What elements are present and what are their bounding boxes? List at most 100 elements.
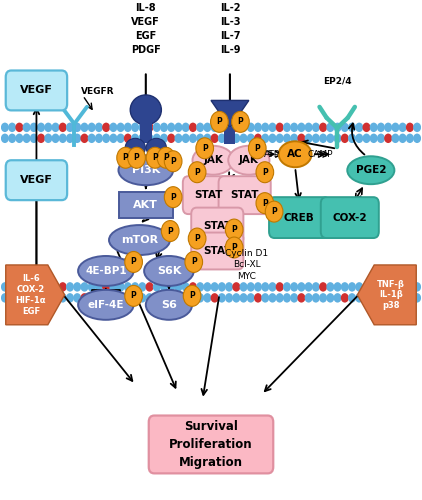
- Circle shape: [240, 134, 248, 143]
- Circle shape: [182, 122, 189, 132]
- Text: P: P: [131, 258, 136, 266]
- Text: P: P: [238, 118, 243, 126]
- Circle shape: [109, 282, 117, 292]
- Text: STAT: STAT: [203, 246, 232, 256]
- Circle shape: [30, 282, 38, 292]
- Circle shape: [37, 282, 45, 292]
- Circle shape: [188, 162, 206, 182]
- Circle shape: [124, 134, 132, 143]
- Circle shape: [51, 134, 60, 143]
- Circle shape: [283, 282, 291, 292]
- Circle shape: [116, 293, 124, 302]
- Circle shape: [125, 286, 143, 306]
- Polygon shape: [357, 265, 416, 325]
- Circle shape: [254, 282, 262, 292]
- Circle shape: [167, 293, 175, 302]
- Circle shape: [283, 122, 291, 132]
- Ellipse shape: [228, 146, 270, 174]
- Circle shape: [153, 293, 161, 302]
- Bar: [119, 192, 173, 218]
- Circle shape: [153, 122, 161, 132]
- Ellipse shape: [279, 142, 311, 167]
- Circle shape: [37, 122, 45, 132]
- Circle shape: [406, 122, 414, 132]
- Circle shape: [174, 122, 182, 132]
- Circle shape: [355, 282, 363, 292]
- Circle shape: [384, 134, 392, 143]
- Circle shape: [124, 293, 132, 302]
- Circle shape: [182, 282, 189, 292]
- Circle shape: [362, 134, 371, 143]
- Circle shape: [66, 134, 74, 143]
- Circle shape: [333, 134, 341, 143]
- Circle shape: [377, 293, 385, 302]
- Circle shape: [211, 293, 219, 302]
- Circle shape: [377, 134, 385, 143]
- Circle shape: [283, 293, 291, 302]
- Text: P: P: [231, 243, 237, 252]
- Circle shape: [66, 122, 74, 132]
- Circle shape: [362, 293, 371, 302]
- Circle shape: [399, 282, 407, 292]
- Circle shape: [225, 219, 243, 240]
- Circle shape: [131, 282, 139, 292]
- Polygon shape: [6, 265, 65, 325]
- Circle shape: [124, 282, 132, 292]
- Circle shape: [109, 293, 117, 302]
- Circle shape: [370, 122, 378, 132]
- Circle shape: [326, 282, 334, 292]
- Text: EP2/4: EP2/4: [323, 76, 352, 86]
- Circle shape: [333, 122, 341, 132]
- Circle shape: [256, 192, 274, 214]
- Text: P: P: [152, 154, 158, 162]
- Circle shape: [125, 252, 143, 272]
- Circle shape: [138, 282, 146, 292]
- Circle shape: [218, 134, 226, 143]
- Circle shape: [44, 122, 52, 132]
- Circle shape: [153, 134, 161, 143]
- Circle shape: [305, 122, 313, 132]
- Circle shape: [109, 134, 117, 143]
- Circle shape: [23, 134, 30, 143]
- Circle shape: [233, 282, 240, 292]
- Circle shape: [81, 122, 89, 132]
- Circle shape: [73, 282, 81, 292]
- Circle shape: [23, 282, 30, 292]
- Text: P: P: [262, 168, 268, 176]
- Circle shape: [167, 122, 175, 132]
- Circle shape: [131, 134, 139, 143]
- Text: JAK: JAK: [203, 155, 223, 165]
- Text: S6: S6: [161, 300, 177, 310]
- Circle shape: [185, 252, 203, 272]
- Circle shape: [392, 134, 399, 143]
- Circle shape: [116, 134, 124, 143]
- Circle shape: [276, 122, 284, 132]
- Circle shape: [15, 122, 23, 132]
- Circle shape: [240, 282, 248, 292]
- Ellipse shape: [192, 146, 234, 174]
- Circle shape: [51, 282, 60, 292]
- Circle shape: [128, 148, 146, 168]
- Bar: [225, 127, 235, 144]
- Circle shape: [1, 134, 9, 143]
- Circle shape: [341, 122, 349, 132]
- Circle shape: [23, 122, 30, 132]
- Circle shape: [392, 293, 399, 302]
- FancyBboxPatch shape: [149, 416, 273, 474]
- Text: P: P: [189, 292, 195, 300]
- Ellipse shape: [119, 156, 173, 185]
- Circle shape: [355, 293, 363, 302]
- Circle shape: [319, 134, 327, 143]
- Circle shape: [146, 282, 154, 292]
- Circle shape: [312, 293, 320, 302]
- Circle shape: [319, 282, 327, 292]
- Circle shape: [146, 148, 164, 168]
- Circle shape: [183, 286, 201, 306]
- FancyBboxPatch shape: [191, 232, 243, 270]
- Circle shape: [189, 293, 197, 302]
- Circle shape: [15, 293, 23, 302]
- Circle shape: [182, 293, 189, 302]
- Text: P: P: [191, 258, 197, 266]
- Text: P: P: [271, 207, 277, 216]
- Circle shape: [341, 293, 349, 302]
